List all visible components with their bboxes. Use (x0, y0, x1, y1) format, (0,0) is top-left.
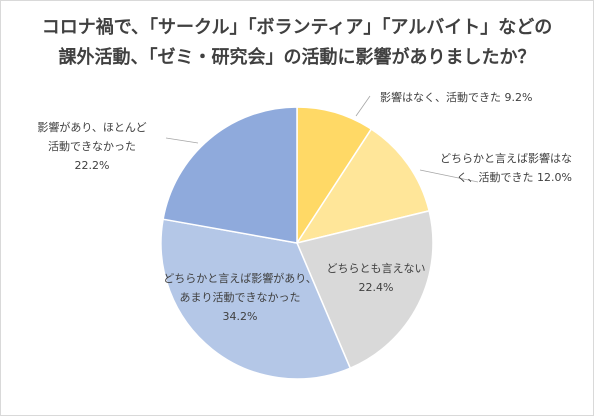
slice-label-1: 影響はなく、活動できた 9.2% (380, 90, 532, 104)
pie-slice-4 (160, 218, 352, 380)
slice-label-4-line-2: あまり活動できなかった (180, 290, 301, 304)
slice-label-5: 影響があり、ほとんど活動できなかった 22.2% (37, 120, 146, 172)
slice-label-2-line-2: く、活動できた 12.0% (457, 170, 572, 184)
slice-label-2: どちらかと言えば影響はなく、活動できた 12.0% (440, 151, 572, 184)
slice-label-4: どちらかと言えば影響があり、あまり活動できなかった 34.2% (163, 271, 317, 323)
leader-line-5 (165, 137, 199, 144)
pie-slice-5 (162, 106, 298, 244)
leader-line-2 (419, 169, 479, 183)
leader-line-1 (355, 95, 371, 117)
slice-label-4-line-3: 34.2% (223, 310, 258, 323)
chart-title-line-2: 課外活動、「ゼミ・研究会」の活動に影響がありましたか？ (58, 47, 536, 68)
slice-label-5-line-3: 22.2% (75, 159, 110, 172)
slice-label-1-line-1: 影響はなく、活動できた 9.2% (380, 90, 532, 104)
slice-label-5-line-2: 活動できなかった (48, 139, 136, 153)
slice-label-4-line-1: どちらかと言えば影響があり、 (163, 271, 317, 285)
pie-slice-3 (295, 209, 434, 370)
slice-label-2-line-1: どちらかと言えば影響はな (440, 151, 572, 165)
chart-title-line-1: コロナ禍で、「サークル」「ボランティア」「アルバイト」などの (41, 17, 553, 38)
slice-label-3-line-2: 22.4% (359, 281, 394, 294)
slice-label-5-line-1: 影響があり、ほとんど (37, 120, 146, 134)
slice-label-3: どちらとも言えない 22.4% (327, 262, 426, 294)
pie-slice-2 (295, 128, 431, 245)
pie-slice-1 (296, 106, 373, 246)
slice-label-3-line-1: どちらとも言えない (327, 262, 426, 275)
